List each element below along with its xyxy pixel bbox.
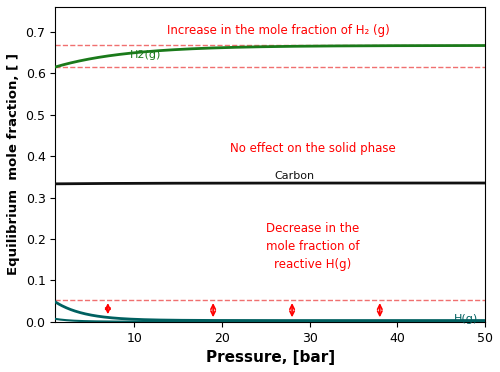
Text: H2(g): H2(g) [130,49,161,60]
Text: Increase in the mole fraction of H₂ (g): Increase in the mole fraction of H₂ (g) [168,24,390,37]
Text: H(g): H(g) [454,314,478,324]
Text: Decrease in the
mole fraction of
reactive H(g): Decrease in the mole fraction of reactiv… [266,222,360,271]
Text: No effect on the solid phase: No effect on the solid phase [230,142,396,155]
Text: Carbon: Carbon [274,171,314,181]
X-axis label: Pressure, [bar]: Pressure, [bar] [206,350,334,365]
Y-axis label: Equilibrium  mole fraction, [ ]: Equilibrium mole fraction, [ ] [7,53,20,275]
